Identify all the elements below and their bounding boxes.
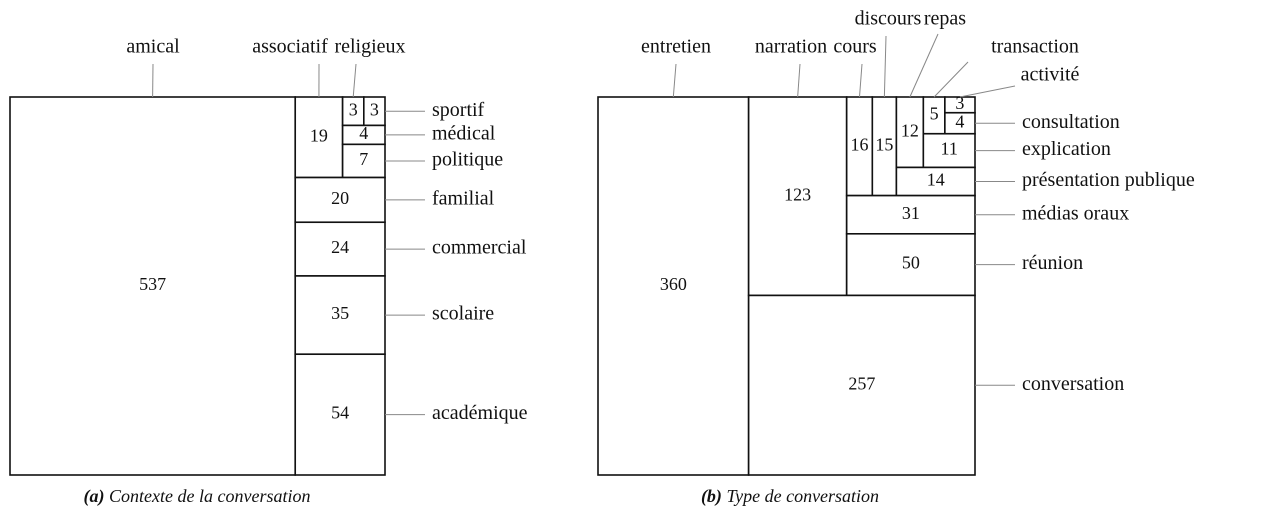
value-label: 19 [310, 125, 328, 145]
tile [294, 275, 386, 356]
value-label: 4 [955, 111, 964, 131]
value-label: 257 [848, 373, 875, 393]
tile [294, 96, 344, 179]
value-label: 11 [941, 139, 958, 159]
value-label: 5 [930, 103, 939, 123]
category-label: amical [126, 36, 180, 58]
leader-line [797, 63, 801, 98]
category-label: activité [1021, 64, 1080, 86]
value-label: 3 [370, 99, 379, 119]
value-label: 15 [875, 134, 893, 154]
caption: (b) Type de conversation [701, 486, 879, 507]
caption-text: Contexte de la conversation [109, 486, 310, 506]
value-label: 123 [784, 184, 811, 204]
category-label: discours [855, 8, 922, 30]
category-label: explication [1022, 138, 1111, 160]
leader-line [959, 85, 1016, 98]
tile [845, 96, 874, 197]
tile [845, 233, 976, 297]
category-label: médias oraux [1022, 202, 1129, 224]
category-label: entretien [641, 36, 711, 58]
tile [9, 96, 297, 476]
category-label: présentation publique [1022, 169, 1195, 191]
leader-line [909, 33, 939, 98]
value-label: 537 [139, 274, 166, 294]
category-label: conversation [1022, 373, 1124, 395]
value-label: 35 [331, 303, 349, 323]
caption-text: Type de conversation [726, 486, 879, 506]
value-label: 7 [359, 149, 368, 169]
value-label: 20 [331, 188, 349, 208]
value-label: 50 [902, 253, 920, 273]
value-label: 12 [901, 120, 919, 140]
leader-line [933, 61, 969, 98]
category-label: associatif [252, 36, 328, 58]
tile [294, 221, 386, 277]
value-label: 4 [359, 123, 368, 143]
tile [845, 194, 976, 235]
category-label: scolaire [432, 303, 494, 325]
leader-line [352, 63, 357, 98]
value-label: 24 [331, 237, 349, 257]
tile [895, 96, 925, 169]
leader-line [859, 63, 863, 98]
value-label: 54 [331, 403, 349, 423]
tile [294, 176, 386, 224]
tile [294, 353, 386, 476]
value-label: 3 [349, 99, 358, 119]
category-label: narration [755, 36, 827, 58]
value-label: 14 [927, 170, 945, 190]
category-label: académique [432, 402, 528, 424]
tile [747, 96, 848, 297]
tile [922, 132, 976, 169]
category-label: commercial [432, 237, 527, 259]
tile [895, 166, 976, 197]
category-label: politique [432, 149, 503, 171]
category-label: médical [432, 122, 496, 144]
value-label: 31 [902, 203, 920, 223]
value-label: 16 [851, 134, 869, 154]
caption-label: (b) [701, 486, 722, 507]
caption: (a) Contexte de la conversation [84, 486, 311, 507]
tile [597, 96, 750, 476]
category-label: cours [833, 36, 877, 58]
category-label: consultation [1022, 111, 1120, 133]
caption-label: (a) [84, 486, 105, 507]
category-label: repas [924, 8, 966, 30]
leader-line [672, 63, 677, 98]
category-label: familial [432, 187, 495, 209]
category-label: réunion [1022, 252, 1083, 274]
value-label: 360 [660, 274, 687, 294]
category-label: transaction [991, 36, 1079, 58]
value-label: 3 [955, 93, 964, 113]
leader-line [883, 35, 887, 98]
category-label: religieux [334, 36, 405, 58]
category-label: sportif [432, 99, 485, 121]
